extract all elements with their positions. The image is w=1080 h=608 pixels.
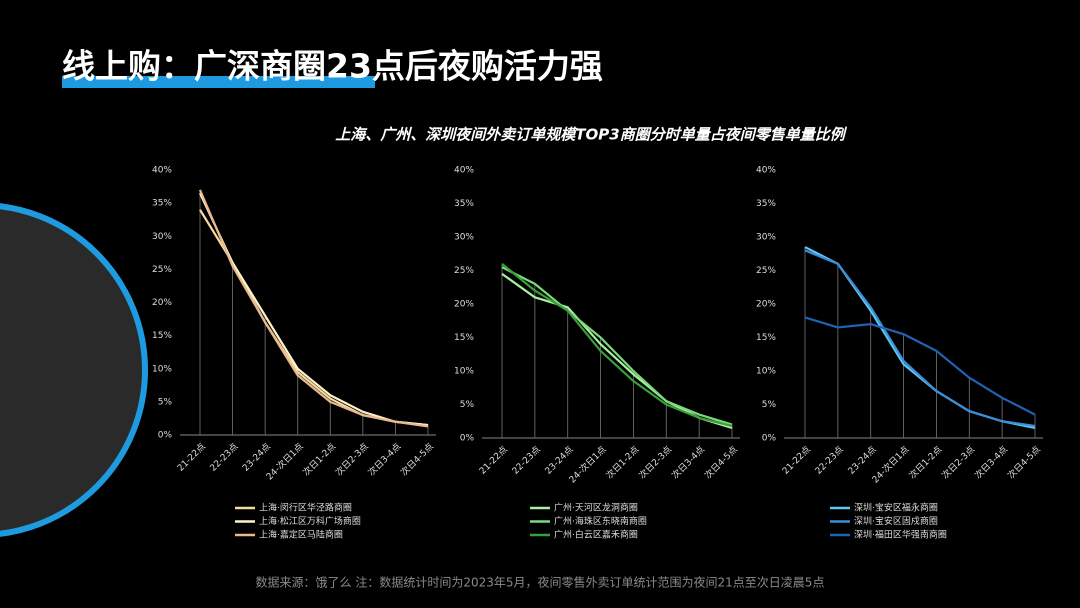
y-tick-label: 0% bbox=[460, 434, 475, 444]
page-title: 线上购：广深商圈23点后夜购活力强 bbox=[62, 47, 603, 86]
legend-label: 上海·嘉定区马陆商圈 bbox=[259, 529, 343, 541]
y-tick-label: 30% bbox=[454, 233, 474, 243]
legend-label: 广州·白云区嘉禾商圈 bbox=[554, 529, 638, 541]
legend-label: 上海·闵行区华泾路商圈 bbox=[259, 502, 352, 514]
series-line bbox=[804, 316, 1036, 416]
y-tick-label: 15% bbox=[454, 333, 474, 343]
decor-photo bbox=[0, 203, 148, 537]
y-tick-label: 40% bbox=[756, 166, 776, 176]
y-tick-label: 0% bbox=[158, 431, 173, 441]
source-note: 数据来源：饿了么 注：数据统计时间为2023年5月，夜间零售外卖订单统计范围为夜… bbox=[256, 575, 825, 590]
y-tick-label: 25% bbox=[454, 266, 474, 276]
legend-label: 深圳·福田区华强南商圈 bbox=[854, 529, 947, 541]
title-underline bbox=[62, 76, 375, 88]
y-tick-label: 10% bbox=[454, 367, 474, 377]
subtitle: 上海、广州、深圳夜间外卖订单规模TOP3商圈分时单量占夜间零售单量比例 bbox=[335, 126, 847, 144]
y-tick-label: 5% bbox=[158, 397, 173, 407]
series-line bbox=[804, 249, 1036, 428]
legend-label: 深圳·宝安区固戍商圈 bbox=[854, 515, 938, 527]
y-tick-label: 5% bbox=[460, 400, 475, 410]
y-tick-label: 5% bbox=[762, 400, 777, 410]
y-tick-label: 30% bbox=[756, 233, 776, 243]
y-tick-label: 30% bbox=[152, 232, 172, 242]
y-tick-label: 40% bbox=[152, 166, 172, 176]
legend-label: 广州·天河区龙洞商圈 bbox=[554, 502, 638, 514]
series-line bbox=[501, 262, 733, 428]
y-tick-label: 35% bbox=[756, 199, 776, 209]
legend-label: 广州·海珠区东晓南商圈 bbox=[554, 515, 647, 527]
series-line bbox=[198, 189, 429, 428]
legend-label: 深圳·宝安区福永商圈 bbox=[854, 502, 938, 514]
y-tick-label: 35% bbox=[152, 199, 172, 209]
series-line bbox=[501, 266, 733, 426]
legend-label: 上海·松江区万科广场商圈 bbox=[259, 515, 361, 527]
y-tick-label: 20% bbox=[152, 298, 172, 308]
y-tick-label: 10% bbox=[152, 364, 172, 374]
y-tick-label: 20% bbox=[756, 300, 776, 310]
y-tick-label: 10% bbox=[756, 367, 776, 377]
y-tick-label: 20% bbox=[454, 300, 474, 310]
y-tick-label: 15% bbox=[756, 333, 776, 343]
y-tick-label: 15% bbox=[152, 331, 172, 341]
y-tick-label: 25% bbox=[152, 265, 172, 275]
y-tick-label: 35% bbox=[454, 199, 474, 209]
y-tick-label: 25% bbox=[756, 266, 776, 276]
y-tick-label: 40% bbox=[454, 166, 474, 176]
y-tick-label: 0% bbox=[762, 434, 777, 444]
